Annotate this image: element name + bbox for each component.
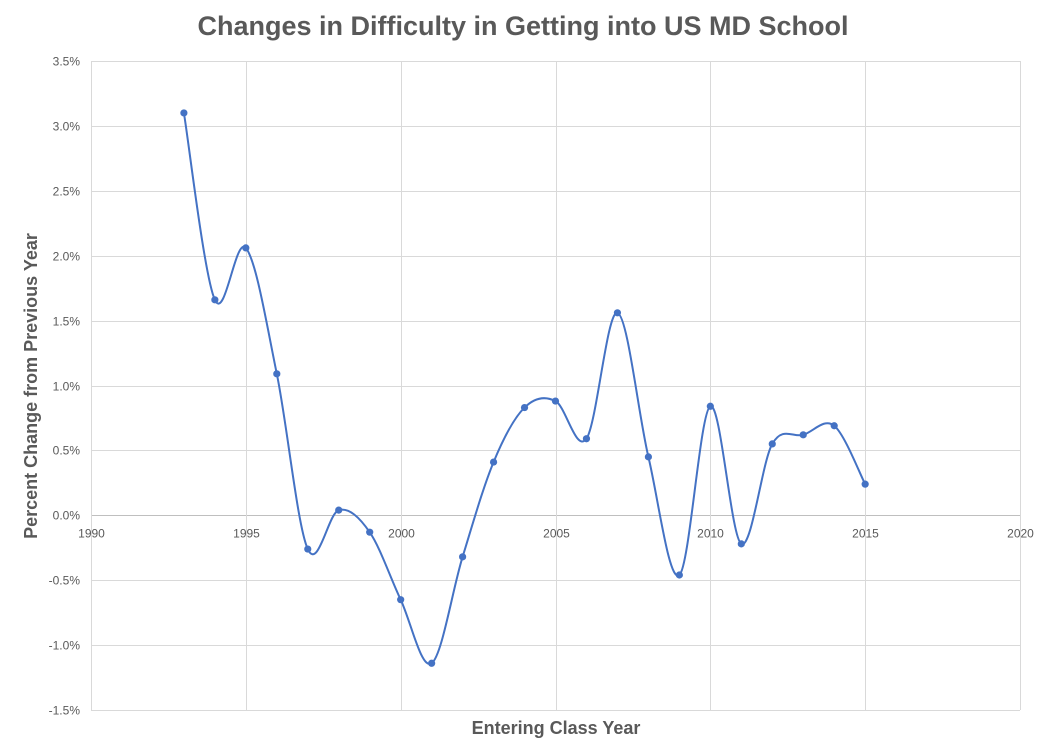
data-point (582, 435, 591, 443)
x-tick-label: 2005 (543, 526, 570, 540)
data-point (335, 506, 343, 514)
data-point (861, 480, 869, 488)
gridlines (91, 61, 1021, 711)
y-tick-label: -1.5% (49, 704, 81, 718)
data-point (366, 528, 374, 536)
data-point (428, 659, 436, 667)
data-point (551, 397, 560, 405)
data-point (304, 545, 312, 553)
data-point (706, 402, 714, 410)
x-tick-label: 1995 (233, 526, 260, 540)
y-tick-label: 0.0% (53, 509, 81, 523)
x-axis-title: Entering Class Year (472, 718, 641, 738)
x-tick-label: 2015 (852, 526, 879, 540)
data-point (459, 553, 467, 561)
y-tick-label: 3.0% (53, 120, 81, 134)
y-tick-label: -0.5% (49, 574, 81, 588)
data-point (489, 458, 498, 466)
tick-labels: -1.5% -1.0% -0.5% 0.0% 0.5% 1.0% 1.5% 2.0% 2.5% 3… (49, 55, 1035, 718)
series-line (182, 112, 867, 665)
data-point (180, 109, 188, 117)
data-point (273, 370, 281, 378)
x-tick-label: 1990 (78, 526, 105, 540)
data-point (675, 571, 683, 579)
y-tick-label: 3.5% (53, 55, 81, 69)
data-point (644, 453, 653, 461)
y-tick-label: -1.0% (49, 639, 81, 653)
data-point (242, 244, 250, 252)
x-tick-label: 2020 (1007, 526, 1034, 540)
x-tick-label: 2010 (697, 526, 724, 540)
y-axis-title: Percent Change from Previous Year (21, 233, 41, 539)
data-point (799, 431, 807, 439)
y-tick-label: 2.5% (53, 185, 81, 199)
y-tick-label: 0.5% (53, 444, 81, 458)
y-tick-label: 1.0% (53, 380, 81, 394)
data-point (737, 540, 745, 548)
x-tick-label: 2000 (388, 526, 415, 540)
data-point (613, 309, 622, 317)
y-tick-label: 1.5% (53, 315, 81, 329)
data-point (397, 596, 405, 604)
data-point (520, 403, 529, 412)
data-point (211, 296, 219, 304)
data-point (830, 422, 838, 430)
series-layer (180, 109, 869, 667)
y-tick-label: 2.0% (53, 250, 81, 264)
chart-title: Changes in Difficulty in Getting into US… (198, 11, 849, 41)
data-point (768, 440, 776, 448)
